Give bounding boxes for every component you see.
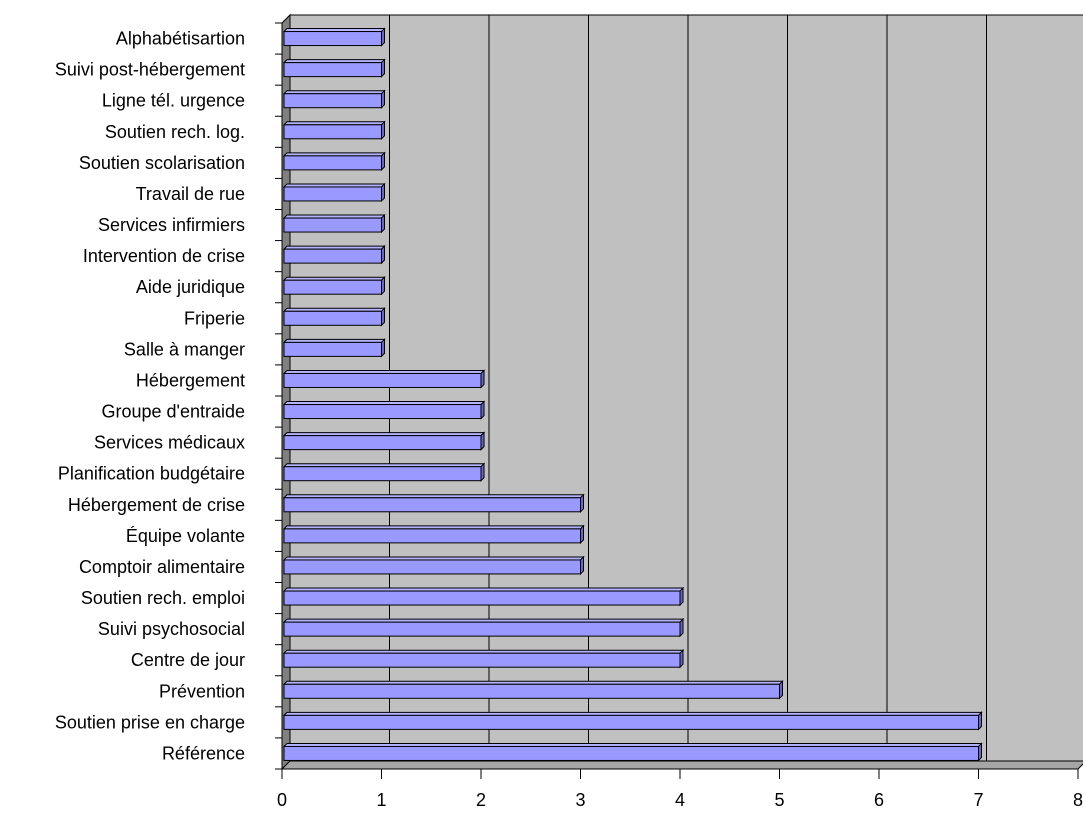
x-tick-label: 5 xyxy=(774,790,784,810)
bar xyxy=(282,711,983,731)
bar-front xyxy=(283,528,581,544)
bar xyxy=(282,680,784,700)
category-label: Soutien rech. emploi xyxy=(81,588,245,608)
floor xyxy=(280,760,1083,770)
bar xyxy=(282,58,386,78)
bar xyxy=(282,493,585,513)
bar-front xyxy=(283,186,382,202)
category-label: Aide juridique xyxy=(136,277,245,297)
category-label: Hébergement xyxy=(136,370,245,390)
bar xyxy=(282,120,386,140)
bar-front xyxy=(283,683,780,699)
bar-front xyxy=(283,279,382,295)
tick-labels: 0 1 2 3 4 5 6 7 8 xyxy=(277,790,1083,810)
category-label: Services médicaux xyxy=(94,433,245,453)
bar-front xyxy=(283,714,979,730)
grid-lines xyxy=(389,15,987,761)
bar xyxy=(282,89,386,109)
bar-front xyxy=(283,62,382,78)
bar xyxy=(282,617,685,638)
bar-front xyxy=(283,341,382,357)
category-label: Alphabétisartion xyxy=(116,29,245,49)
category-label: Soutien rech. log. xyxy=(105,122,245,142)
bar-front xyxy=(283,404,482,420)
bar xyxy=(282,151,386,172)
bars xyxy=(282,27,983,762)
bar xyxy=(282,524,585,545)
category-label: Comptoir alimentaire xyxy=(79,557,245,577)
bar-front xyxy=(283,652,681,668)
category-label: Ligne tél. urgence xyxy=(102,91,245,111)
bar xyxy=(282,431,486,451)
x-tick-label: 0 xyxy=(277,790,287,810)
category-label: Suivi post-hébergement xyxy=(55,60,245,80)
bar xyxy=(282,244,386,265)
bar xyxy=(282,369,486,389)
bar xyxy=(282,182,386,203)
category-label: Soutien scolarisation xyxy=(79,153,245,173)
category-label: Équipe volante xyxy=(126,526,245,546)
bar xyxy=(282,307,386,327)
bar xyxy=(282,586,685,607)
x-tick-label: 1 xyxy=(376,790,386,810)
bar-front xyxy=(283,31,382,47)
x-tick-label: 7 xyxy=(973,790,983,810)
category-label: Suivi psychosocial xyxy=(98,619,245,639)
bar xyxy=(282,276,386,296)
category-label: Intervention de crise xyxy=(83,246,245,266)
bar xyxy=(282,338,386,358)
category-label: Référence xyxy=(162,743,245,763)
bar-front xyxy=(283,466,482,482)
bar-front xyxy=(283,217,382,233)
bar xyxy=(282,400,486,420)
bar xyxy=(282,742,983,762)
bar-front xyxy=(283,590,681,606)
bar xyxy=(282,462,486,482)
chart-walls xyxy=(280,13,1083,771)
x-tick-label: 8 xyxy=(1073,790,1083,810)
x-tick-label: 6 xyxy=(874,790,884,810)
bar xyxy=(282,213,386,234)
category-label: Groupe d'entraide xyxy=(101,402,245,422)
bar-front xyxy=(283,435,482,451)
axes xyxy=(275,22,1079,779)
category-label: Salle à manger xyxy=(124,339,245,359)
category-label: Centre de jour xyxy=(131,650,245,670)
bar-front xyxy=(283,93,382,109)
bar-front xyxy=(283,559,581,575)
x-tick-label: 4 xyxy=(675,790,685,810)
back-wall xyxy=(289,14,1083,762)
bar-front xyxy=(283,124,382,140)
x-tick-label: 2 xyxy=(476,790,486,810)
category-label: Planification budgétaire xyxy=(58,464,245,484)
bar xyxy=(282,649,685,669)
bar-front xyxy=(283,497,581,513)
bar-front xyxy=(283,621,681,637)
category-labels: Alphabétisartion Suivi post-hébergement Li… xyxy=(55,29,245,764)
bar xyxy=(282,27,386,47)
x-tick-label: 3 xyxy=(575,790,585,810)
category-label: Travail de rue xyxy=(136,184,245,204)
bar-front xyxy=(283,155,382,171)
bar-front xyxy=(283,248,382,264)
category-label: Soutien prise en charge xyxy=(55,712,245,732)
category-label: Services infirmiers xyxy=(98,215,245,235)
category-label: Prévention xyxy=(159,681,245,701)
bar-front xyxy=(283,745,979,761)
bar-front xyxy=(283,372,482,388)
bar-front xyxy=(283,310,382,326)
category-label: Hébergement de crise xyxy=(68,495,245,515)
category-label: Friperie xyxy=(184,308,245,328)
bar xyxy=(282,555,585,576)
